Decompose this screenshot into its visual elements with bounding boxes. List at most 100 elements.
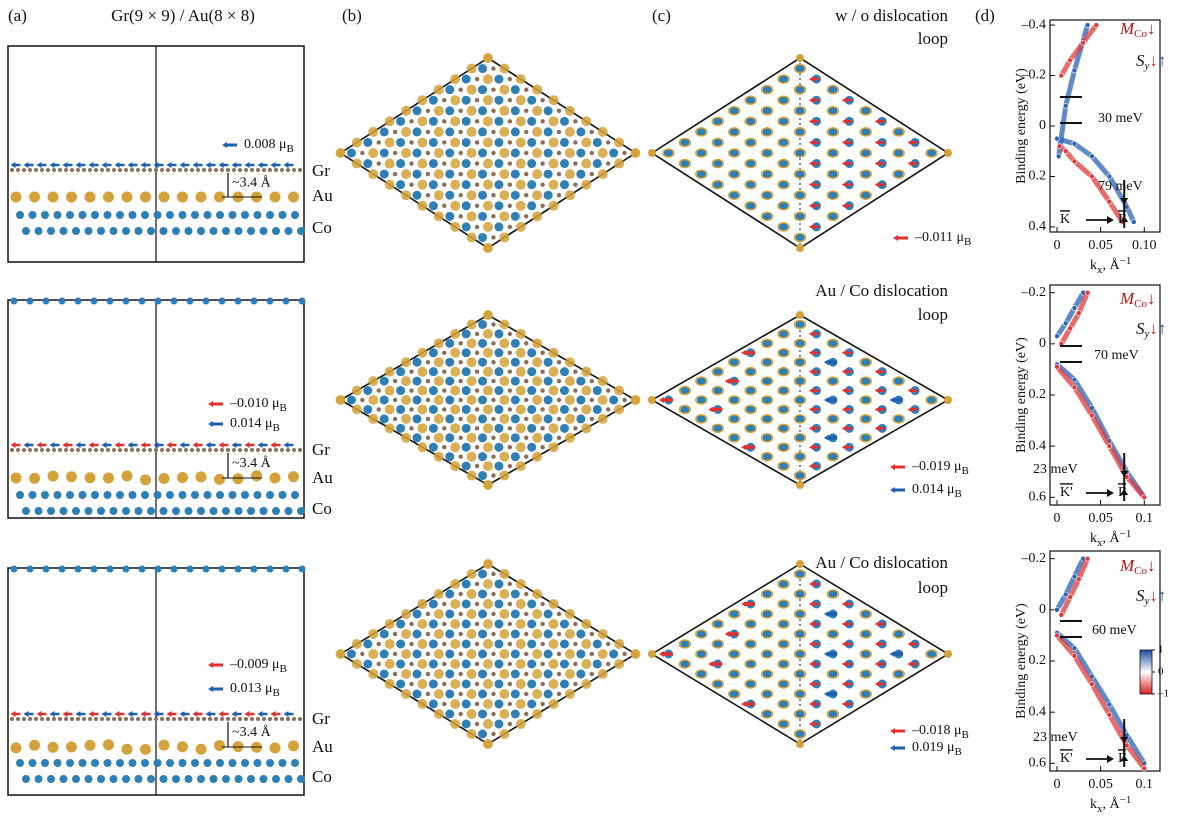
au-atom — [516, 579, 526, 589]
c-atom — [508, 642, 512, 646]
spin-arrow — [115, 442, 120, 448]
co-atom — [609, 396, 618, 405]
moment-label: –0.011 μB — [914, 230, 971, 247]
co-atom — [478, 433, 487, 442]
co-atom — [54, 491, 62, 499]
co-atom — [380, 650, 389, 659]
co-atom — [445, 358, 454, 367]
moment-label: –0.009 μB — [229, 657, 287, 674]
c-atom — [458, 360, 462, 364]
spin-arrow — [232, 711, 237, 717]
c-atom — [214, 168, 218, 172]
spin-arrow — [809, 331, 814, 337]
c-atom — [573, 182, 577, 186]
au-atom — [385, 423, 395, 433]
au-atom — [401, 127, 411, 137]
c-atom — [475, 642, 479, 646]
c-atom — [540, 702, 544, 706]
co-atom — [429, 640, 438, 649]
co-atom — [478, 452, 487, 461]
au-atom — [499, 190, 509, 200]
au-atom — [196, 471, 207, 482]
co-atom — [380, 670, 389, 679]
co-atom — [104, 211, 112, 219]
au-atom — [401, 357, 411, 367]
co-atom — [41, 211, 49, 219]
au-atom — [565, 190, 575, 200]
co-atom — [43, 566, 50, 573]
co-atom — [494, 424, 503, 433]
spin-arrow — [206, 442, 211, 448]
spin-arrow — [37, 711, 42, 717]
c-atom — [458, 712, 462, 716]
co-atom — [129, 491, 137, 499]
figure-title: Gr(9 × 9) / Au(8 × 8) — [111, 6, 255, 25]
c-atom — [524, 398, 528, 402]
c-atom — [557, 130, 561, 134]
spin-arrow — [102, 711, 107, 717]
co-atom — [429, 620, 438, 629]
c-atom — [606, 407, 610, 411]
c-atom — [64, 717, 68, 721]
au-atom — [450, 201, 460, 211]
co-atom — [29, 759, 37, 767]
moment-value: –0.010 μ — [229, 396, 280, 411]
co-atom — [494, 580, 503, 589]
c-atom — [508, 140, 512, 144]
c-atom — [426, 379, 430, 383]
spin-arrow — [37, 442, 42, 448]
x-tick-label: 0.1 — [1136, 511, 1154, 526]
c-atom — [426, 632, 430, 636]
co-atom — [222, 507, 230, 515]
au-atom — [581, 116, 591, 126]
au-atom — [549, 386, 559, 396]
co-atom — [22, 227, 30, 235]
co-atom — [185, 775, 193, 783]
au-atom — [450, 619, 460, 629]
spin-arrow — [809, 224, 814, 230]
co-atom — [187, 298, 194, 305]
au-atom — [516, 180, 526, 190]
co-atom — [462, 201, 471, 210]
au-atom — [549, 699, 559, 709]
spin-arrow — [180, 162, 185, 168]
au-atom — [434, 395, 444, 405]
co-atom — [462, 405, 471, 414]
co-atom — [560, 367, 569, 376]
co-atom — [412, 670, 421, 679]
c-atom — [508, 426, 512, 430]
spin-arrow — [89, 162, 94, 168]
co-atom — [412, 414, 421, 423]
path-arrow-head — [1107, 489, 1114, 497]
c-atom — [540, 682, 544, 686]
co-atom — [216, 211, 224, 219]
au-atom — [532, 85, 542, 95]
au-atom — [516, 599, 526, 609]
moment-label: 0.014 μB — [230, 416, 280, 433]
spin-arrow — [725, 631, 730, 637]
c-atom — [34, 168, 38, 172]
panel-label: (d) — [975, 6, 995, 25]
panel-subtitle: loop — [918, 578, 948, 597]
au-atom — [598, 169, 608, 179]
co-atom — [527, 700, 536, 709]
au-atom — [467, 609, 477, 619]
co-atom — [139, 298, 146, 305]
au-atom — [549, 619, 559, 629]
moment-unit: B — [273, 422, 280, 434]
spin-arrow — [102, 442, 107, 448]
layer-label: Co — [312, 767, 332, 786]
c-atom — [94, 168, 98, 172]
co-atom — [462, 138, 471, 147]
c-atom — [142, 168, 146, 172]
x-axis-label-part: k — [1090, 531, 1097, 546]
co-atom — [527, 600, 536, 609]
c-atom — [491, 66, 495, 70]
au-atom — [467, 319, 477, 329]
c-atom — [491, 572, 495, 576]
au-atom — [103, 739, 114, 750]
x-axis-label-part: , Å — [1103, 257, 1121, 273]
au-atom — [417, 619, 427, 629]
co-atom — [511, 170, 520, 179]
gap-label: 23 meV — [1033, 462, 1078, 477]
